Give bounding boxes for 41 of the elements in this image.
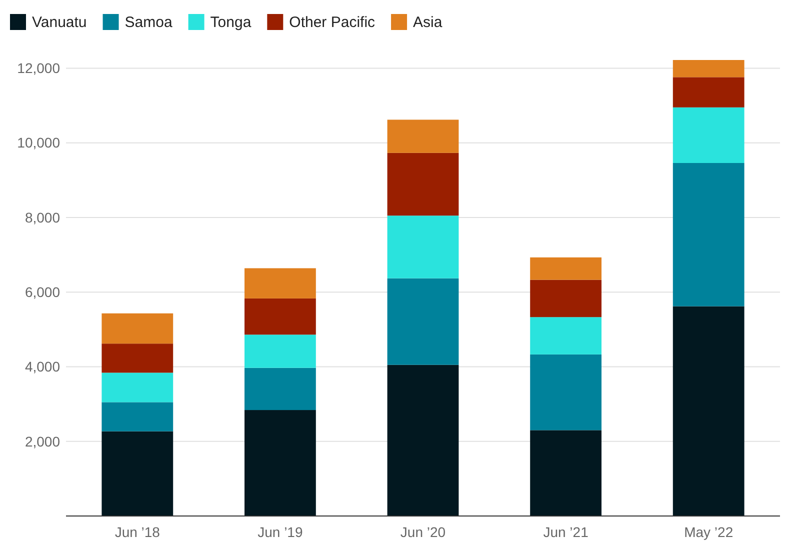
bar <box>530 430 602 516</box>
x-tick-label: Jun ’21 <box>543 524 589 540</box>
legend-label: Vanuatu <box>32 14 87 31</box>
y-tick-label: 8,000 <box>24 209 60 226</box>
bar <box>387 278 459 365</box>
y-tick-label: 12,000 <box>17 60 60 76</box>
bar <box>244 368 316 410</box>
bar <box>102 402 174 432</box>
bar <box>102 431 174 516</box>
bar <box>387 152 459 216</box>
bar <box>244 298 316 335</box>
bar <box>102 313 174 344</box>
legend-label: Samoa <box>124 14 173 31</box>
legend-label: Tonga <box>210 14 252 31</box>
bar <box>102 344 174 373</box>
bar <box>244 268 316 298</box>
bar <box>672 77 744 108</box>
bar <box>530 354 602 430</box>
legend-label: Other Pacific <box>289 14 376 31</box>
y-tick-label: 4,000 <box>24 358 60 375</box>
x-tick-label: Jun ’19 <box>258 524 303 540</box>
bar <box>387 364 459 516</box>
x-tick-label: May ’22 <box>684 524 734 540</box>
bar <box>672 306 744 516</box>
bar <box>530 317 602 354</box>
bar <box>530 257 602 280</box>
legend-label: Asia <box>413 14 443 31</box>
bar <box>672 107 744 163</box>
y-tick-label: 6,000 <box>24 284 60 300</box>
x-tick-label: Jun ’20 <box>400 524 446 540</box>
bar <box>672 162 744 306</box>
y-tick-label: 10,000 <box>17 134 60 151</box>
bar <box>102 372 174 402</box>
bar <box>387 120 459 153</box>
bar <box>244 334 316 368</box>
bar <box>672 60 744 78</box>
bar <box>387 216 459 278</box>
x-tick-label: Jun ’18 <box>114 524 160 540</box>
bar <box>530 280 602 318</box>
y-tick-label: 2,000 <box>24 433 60 450</box>
bar <box>244 410 316 516</box>
